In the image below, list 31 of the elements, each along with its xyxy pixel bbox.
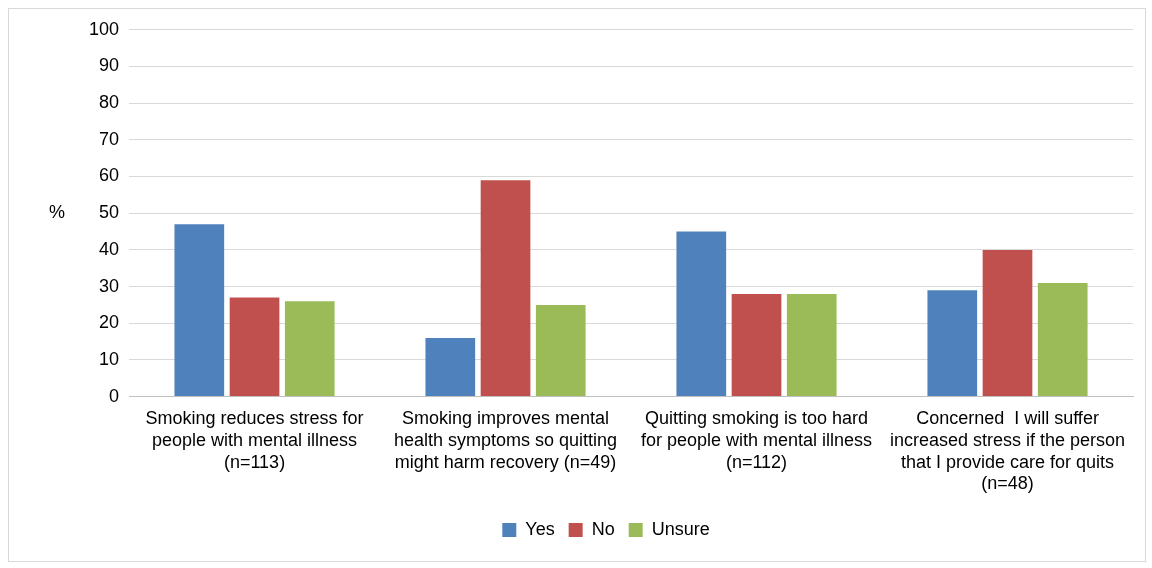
bar [480, 180, 531, 397]
bar [1037, 282, 1088, 397]
y-tick-label: 100 [88, 18, 120, 39]
y-tick-label: 60 [99, 165, 120, 186]
x-tick-label: Smoking improves mental health symptoms so quitting might harm recovery (n=49) [393, 408, 618, 472]
bar [731, 293, 782, 397]
bar [229, 297, 280, 397]
bar [174, 224, 225, 397]
bar [676, 231, 727, 397]
x-tick-label: Smoking reduces stress for people with mental illness (n=113) [145, 408, 364, 472]
y-tick-label: 10 [99, 348, 120, 369]
y-tick-label: 20 [99, 312, 120, 333]
bar [284, 301, 335, 397]
x-tick-label: Concerned I will suffer increased stress if the person that I provide care for quits (n=48) [889, 408, 1126, 494]
y-tick-label: 90 [99, 55, 120, 76]
bar [927, 290, 978, 397]
legend-label: No [591, 518, 615, 539]
y-tick-label: 30 [99, 275, 120, 296]
y-axis-title: % [48, 202, 66, 223]
x-tick-label: Quitting smoking is too hard for people with mental illness (n=112) [640, 408, 873, 472]
bar [982, 249, 1033, 397]
legend-label: Unsure [651, 518, 710, 539]
y-tick-label: 80 [99, 92, 120, 113]
y-tick-label: 40 [99, 238, 120, 259]
bar [535, 304, 586, 397]
y-tick-label: 70 [99, 128, 120, 149]
bar [425, 337, 476, 397]
legend-label: Yes [525, 518, 555, 539]
bar [786, 293, 837, 397]
y-tick-label: 50 [99, 202, 120, 223]
y-tick-label: 0 [109, 385, 120, 406]
